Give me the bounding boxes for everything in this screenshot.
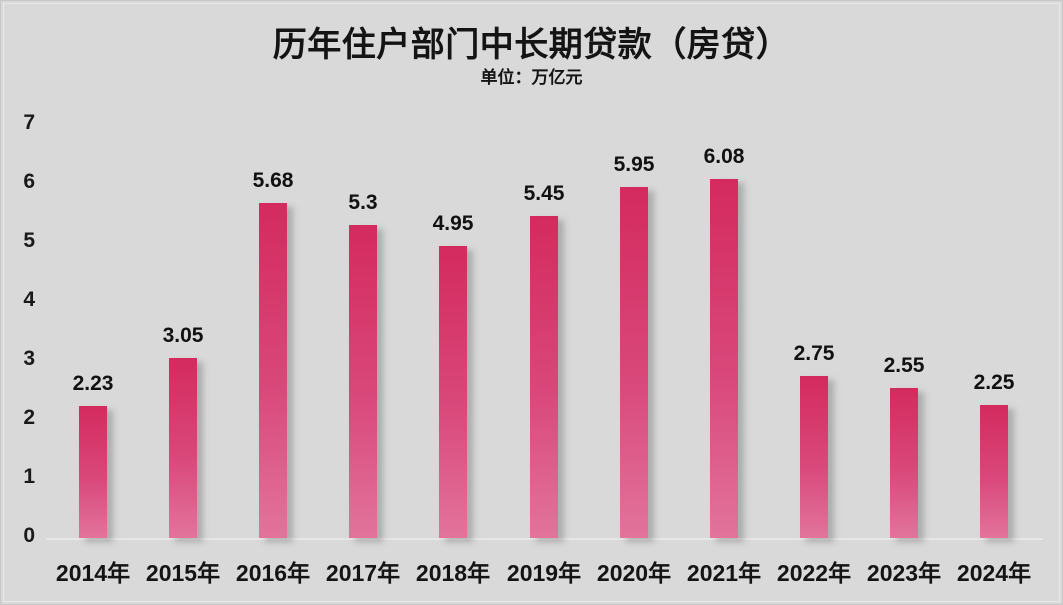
x-axis-tick-label: 2017年 <box>325 560 401 586</box>
y-axis-tick-label: 6 <box>23 170 35 193</box>
y-axis-tick-label: 0 <box>23 524 35 547</box>
chart-title: 历年住户部门中长期贷款（房贷） <box>272 26 791 64</box>
y-axis-tick-label: 4 <box>23 288 35 311</box>
x-axis-tick-label: 2014年 <box>55 560 131 586</box>
x-axis-tick-label: 2023年 <box>866 560 942 586</box>
bar-value-label: 2.25 <box>973 371 1015 394</box>
x-axis-tick-label: 2020年 <box>596 560 672 586</box>
x-axis-line <box>46 538 1043 540</box>
x-axis-tick-label: 2024年 <box>956 560 1032 586</box>
x-axis-tick-label: 2015年 <box>145 560 221 586</box>
bar-value-label: 5.3 <box>348 191 378 214</box>
bar-value-label: 5.68 <box>252 169 294 192</box>
y-axis-tick-label: 5 <box>23 229 35 252</box>
bar-2024年 <box>980 405 1008 538</box>
x-axis-tick-label: 2022年 <box>776 560 852 586</box>
bar-value-label: 2.75 <box>793 342 835 365</box>
x-axis-tick-label: 2018年 <box>415 560 491 586</box>
bar-2014年 <box>79 406 107 538</box>
y-axis-tick-label: 1 <box>23 465 35 488</box>
x-axis-tick-label: 2021年 <box>686 560 762 586</box>
bar-2015年 <box>169 358 197 538</box>
x-axis-tick-label: 2016年 <box>235 560 311 586</box>
bar-value-label: 5.45 <box>523 182 565 205</box>
bar-value-label: 4.95 <box>432 212 474 235</box>
bar-value-label: 5.95 <box>613 153 655 176</box>
chart-subtitle: 单位：万亿元 <box>480 68 583 87</box>
bar-2016年 <box>259 203 287 538</box>
bar-2021年 <box>710 179 738 538</box>
y-axis-tick-label: 3 <box>23 347 35 370</box>
bar-2019年 <box>530 216 558 538</box>
y-axis-tick-label: 2 <box>23 406 35 429</box>
bar-2023年 <box>890 388 918 538</box>
bar-2018年 <box>439 246 467 538</box>
bar-2020年 <box>620 187 648 538</box>
y-axis-tick-label: 7 <box>23 111 35 134</box>
bar-value-label: 2.23 <box>72 372 114 395</box>
bar-2022年 <box>800 376 828 538</box>
bar-value-label: 2.55 <box>883 354 925 377</box>
bar-2017年 <box>349 225 377 538</box>
bar-value-label: 3.05 <box>162 324 204 347</box>
x-axis-tick-label: 2019年 <box>506 560 582 586</box>
bar-value-label: 6.08 <box>703 145 745 168</box>
